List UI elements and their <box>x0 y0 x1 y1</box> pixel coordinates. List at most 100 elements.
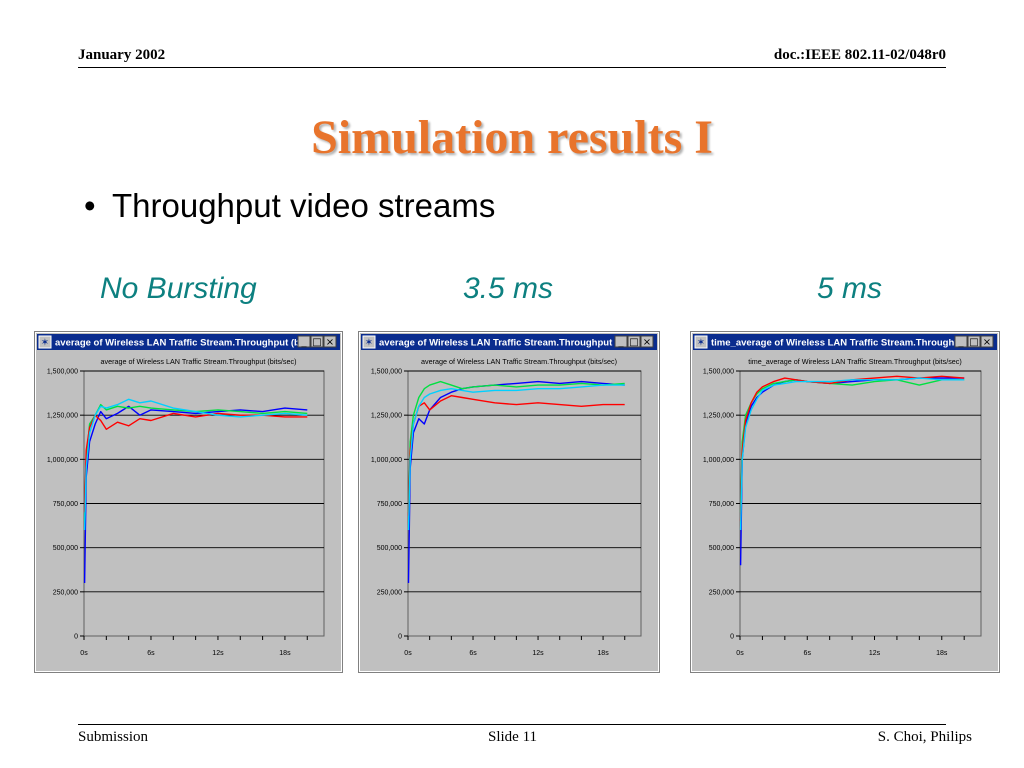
minimize-icon-glyph: _ <box>618 337 625 348</box>
close-icon[interactable]: × <box>640 335 654 348</box>
minimize-icon[interactable]: _ <box>954 335 968 348</box>
y-tick-label: 750,000 <box>709 501 734 508</box>
window-title: time_average of Wireless LAN Traffic Str… <box>711 338 983 349</box>
y-tick-label: 0 <box>398 634 402 641</box>
window-title: average of Wireless LAN Traffic Stream.T… <box>55 338 327 349</box>
chart-title: time_average of Wireless LAN Traffic Str… <box>748 357 962 366</box>
x-tick-label: 0s <box>404 650 412 657</box>
window-frame-highlight <box>35 332 342 672</box>
x-tick-label: 6s <box>804 650 812 657</box>
y-tick-label: 1,500,000 <box>703 369 734 376</box>
y-tick-label: 0 <box>74 634 78 641</box>
bullet-text: Throughput video streams <box>112 187 496 224</box>
close-icon-glyph: × <box>643 337 651 348</box>
app-glyph: ✶ <box>697 338 705 349</box>
window-app-icon <box>362 335 376 349</box>
y-tick-label: 500,000 <box>377 545 402 552</box>
series-line-green <box>407 380 625 513</box>
maximize-icon[interactable]: □ <box>627 335 641 348</box>
series-line-red <box>739 375 965 522</box>
y-tick-label: 750,000 <box>53 501 78 508</box>
chart-title: average of Wireless LAN Traffic Stream.T… <box>100 357 296 366</box>
y-tick-label: 250,000 <box>377 589 402 596</box>
x-tick-label: 0s <box>80 650 88 657</box>
chart-svg: ✶ average of Wireless LAN Traffic Stream.… <box>34 331 343 673</box>
series-line-cyan <box>739 377 965 531</box>
window-title-bar <box>693 334 997 350</box>
maximize-icon-glyph: □ <box>969 337 978 348</box>
y-tick-label: 1,000,000 <box>47 457 78 464</box>
x-tick-label: 18s <box>936 650 948 657</box>
x-tick-label: 0s <box>736 650 744 657</box>
window-title-bar <box>361 334 657 350</box>
window-frame-highlight <box>359 332 659 672</box>
slide-title: Simulation results I <box>311 111 713 164</box>
close-icon-face <box>980 335 994 348</box>
x-tick-label: 12s <box>212 650 224 657</box>
window-title: average of Wireless LAN Traffic Stream.T… <box>379 338 651 349</box>
header-rule <box>78 67 946 68</box>
bullet-item: • Throughput video streams <box>84 187 495 225</box>
y-tick-label: 500,000 <box>709 545 734 552</box>
y-tick-label: 1,250,000 <box>703 413 734 420</box>
maximize-icon[interactable]: □ <box>967 335 981 348</box>
caption-3-5-ms: 3.5 ms <box>463 272 554 305</box>
minimize-icon-glyph: _ <box>958 337 965 348</box>
minimize-icon-face <box>614 335 628 348</box>
y-tick-label: 1,000,000 <box>371 457 402 464</box>
chart-svg: ✶ time_average of Wireless LAN Traffic St… <box>690 331 1000 673</box>
close-icon-face <box>640 335 654 348</box>
footer-author: S. Choi, Philips <box>877 729 972 745</box>
minimize-icon-face <box>954 335 968 348</box>
close-icon-face <box>323 335 337 348</box>
series-line-cyan <box>83 398 308 531</box>
footer-rule <box>78 724 946 725</box>
window-title-bar <box>37 334 340 350</box>
y-tick-label: 1,250,000 <box>47 413 78 420</box>
caption-no-bursting: No Bursting <box>100 272 257 305</box>
header-doc-id: doc.:IEEE 802.11-02/048r0 <box>773 47 946 63</box>
chart-title: average of Wireless LAN Traffic Stream.T… <box>421 357 617 366</box>
minimize-icon[interactable]: _ <box>614 335 628 348</box>
window-app-icon <box>694 335 708 349</box>
maximize-icon[interactable]: □ <box>310 335 324 348</box>
footer-slide-number: Slide 11 <box>488 729 538 745</box>
minimize-icon[interactable]: _ <box>297 335 311 348</box>
app-glyph: ✶ <box>41 338 49 349</box>
x-tick-label: 12s <box>869 650 881 657</box>
chart-window-no-bursting: ✶ average of Wireless LAN Traffic Stream.… <box>34 331 343 673</box>
close-icon-glyph: × <box>326 337 334 348</box>
x-tick-label: 18s <box>279 650 291 657</box>
app-glyph: ✶ <box>365 338 373 349</box>
x-tick-label: 6s <box>147 650 155 657</box>
minimize-icon-face <box>297 335 311 348</box>
y-tick-label: 1,500,000 <box>371 369 402 376</box>
chart-window-3-5-ms: ✶ average of Wireless LAN Traffic Stream.… <box>358 331 660 673</box>
x-tick-label: 12s <box>532 650 544 657</box>
series-line-cyan <box>407 384 625 531</box>
y-tick-label: 1,250,000 <box>371 413 402 420</box>
y-tick-label: 750,000 <box>377 501 402 508</box>
window-app-icon <box>38 335 52 349</box>
y-tick-label: 1,500,000 <box>47 369 78 376</box>
close-icon[interactable]: × <box>323 335 337 348</box>
series-line-blue <box>83 405 308 584</box>
window-frame-highlight <box>691 332 999 672</box>
x-tick-label: 18s <box>597 650 609 657</box>
maximize-icon-face <box>967 335 981 348</box>
close-icon[interactable]: × <box>980 335 994 348</box>
maximize-icon-glyph: □ <box>312 337 321 348</box>
bullet-dot-icon: • <box>84 187 96 224</box>
header-date: January 2002 <box>78 47 166 63</box>
maximize-icon-face <box>310 335 324 348</box>
maximize-icon-glyph: □ <box>629 337 638 348</box>
caption-5-ms: 5 ms <box>817 272 883 305</box>
x-tick-label: 6s <box>469 650 477 657</box>
footer-submission: Submission <box>78 729 149 745</box>
y-tick-label: 0 <box>730 634 734 641</box>
maximize-icon-face <box>627 335 641 348</box>
y-tick-label: 250,000 <box>709 589 734 596</box>
chart-window-5-ms: ✶ time_average of Wireless LAN Traffic St… <box>690 331 1000 673</box>
y-tick-label: 250,000 <box>53 589 78 596</box>
y-tick-label: 1,000,000 <box>703 457 734 464</box>
